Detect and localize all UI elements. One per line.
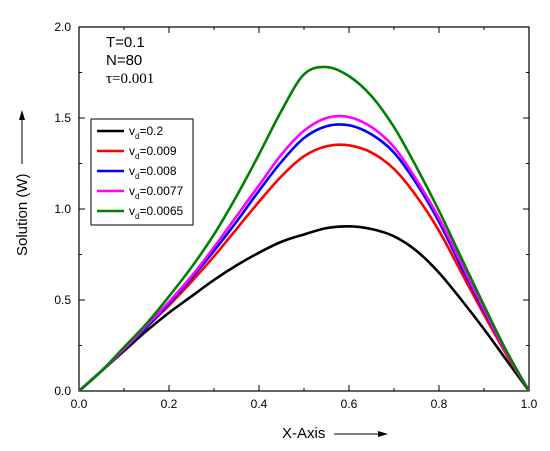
y-tick-label: 1.5: [54, 111, 71, 125]
series-line-2: [78, 123, 531, 392]
legend: vd=0.2 vd=0.009 vd=0.008 vd=0.0077 vd=0.0065: [97, 124, 183, 221]
x-tick-label: 0.6: [341, 397, 358, 411]
x-axis-label: X-Axis: [282, 425, 325, 442]
x-tick-label: 0.8: [431, 397, 448, 411]
annotation-n: N=80: [106, 52, 142, 69]
tick-group: 0.0 0.2 0.4 0.6 0.8 1.0 0.0 0.5 1.0 1.5 2.0: [54, 20, 537, 411]
y-tick-label: 2.0: [54, 20, 71, 34]
y-tick-label: 0.0: [54, 384, 71, 398]
y-axis-arrowhead: [19, 110, 25, 120]
legend-label: vd=0.008: [129, 164, 177, 181]
annotation-tau: τ=0.001: [106, 71, 154, 87]
series-line-0: [78, 224, 531, 392]
x-tick-label: 0.2: [161, 397, 178, 411]
annotation-t: T=0.1: [106, 34, 145, 51]
y-tick-label: 1.0: [54, 202, 71, 216]
series-group: [78, 65, 531, 392]
y-axis-label: Solution (W): [14, 173, 31, 256]
legend-label: vd=0.0077: [129, 184, 183, 201]
x-tick-label: 1.0: [521, 397, 538, 411]
x-tick-label: 0.0: [71, 397, 88, 411]
x-axis-arrowhead: [378, 431, 388, 437]
legend-label: vd=0.0065: [129, 204, 183, 221]
x-tick-label: 0.4: [251, 397, 268, 411]
legend-label: vd=0.009: [129, 144, 177, 161]
series-line-3: [78, 114, 531, 392]
legend-label: vd=0.2: [129, 124, 163, 141]
y-tick-label: 0.5: [54, 293, 71, 307]
series-line-4: [78, 65, 531, 392]
